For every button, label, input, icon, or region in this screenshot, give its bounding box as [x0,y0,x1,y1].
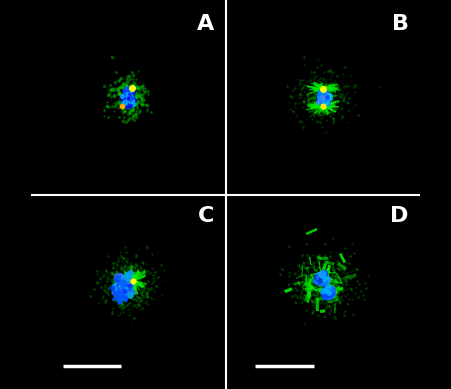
Text: B: B [391,14,408,33]
Text: C: C [198,206,214,226]
Text: A: A [197,14,214,33]
Text: D: D [390,206,408,226]
